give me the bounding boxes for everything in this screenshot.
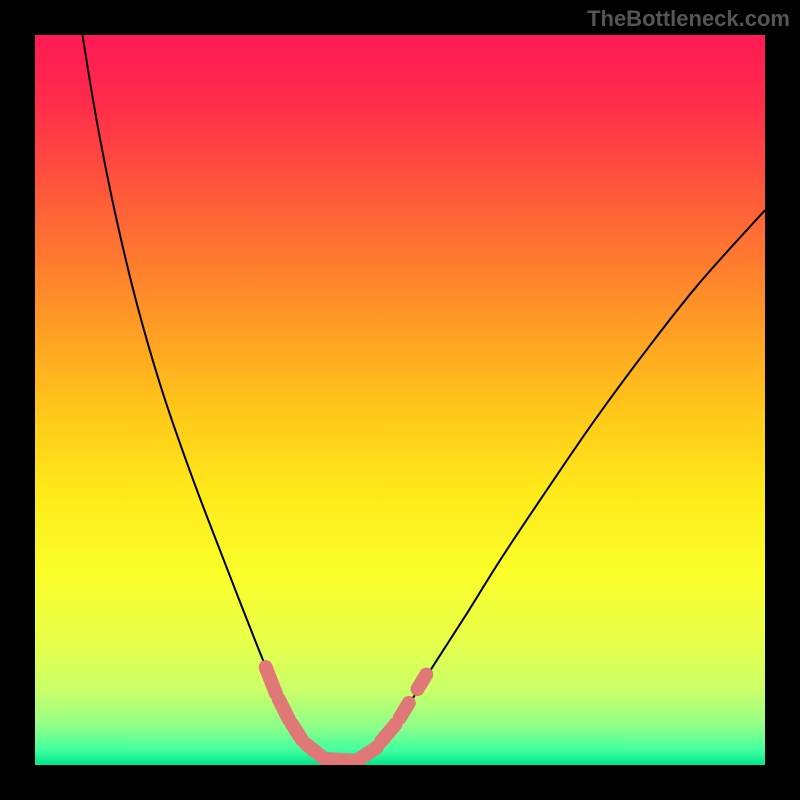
highlight-dash <box>279 699 289 719</box>
highlight-dash <box>292 724 302 740</box>
chart-svg <box>35 35 765 765</box>
highlight-dash <box>266 667 276 693</box>
highlight-dash <box>326 759 355 760</box>
plot-area <box>35 35 765 765</box>
highlight-dash <box>418 674 427 689</box>
watermark-text: TheBottleneck.com <box>587 6 790 32</box>
gradient-background <box>35 35 765 765</box>
highlight-dash <box>359 747 377 759</box>
highlight-dash <box>400 703 409 718</box>
chart-container: TheBottleneck.com <box>0 0 800 800</box>
highlight-dash <box>307 745 322 757</box>
